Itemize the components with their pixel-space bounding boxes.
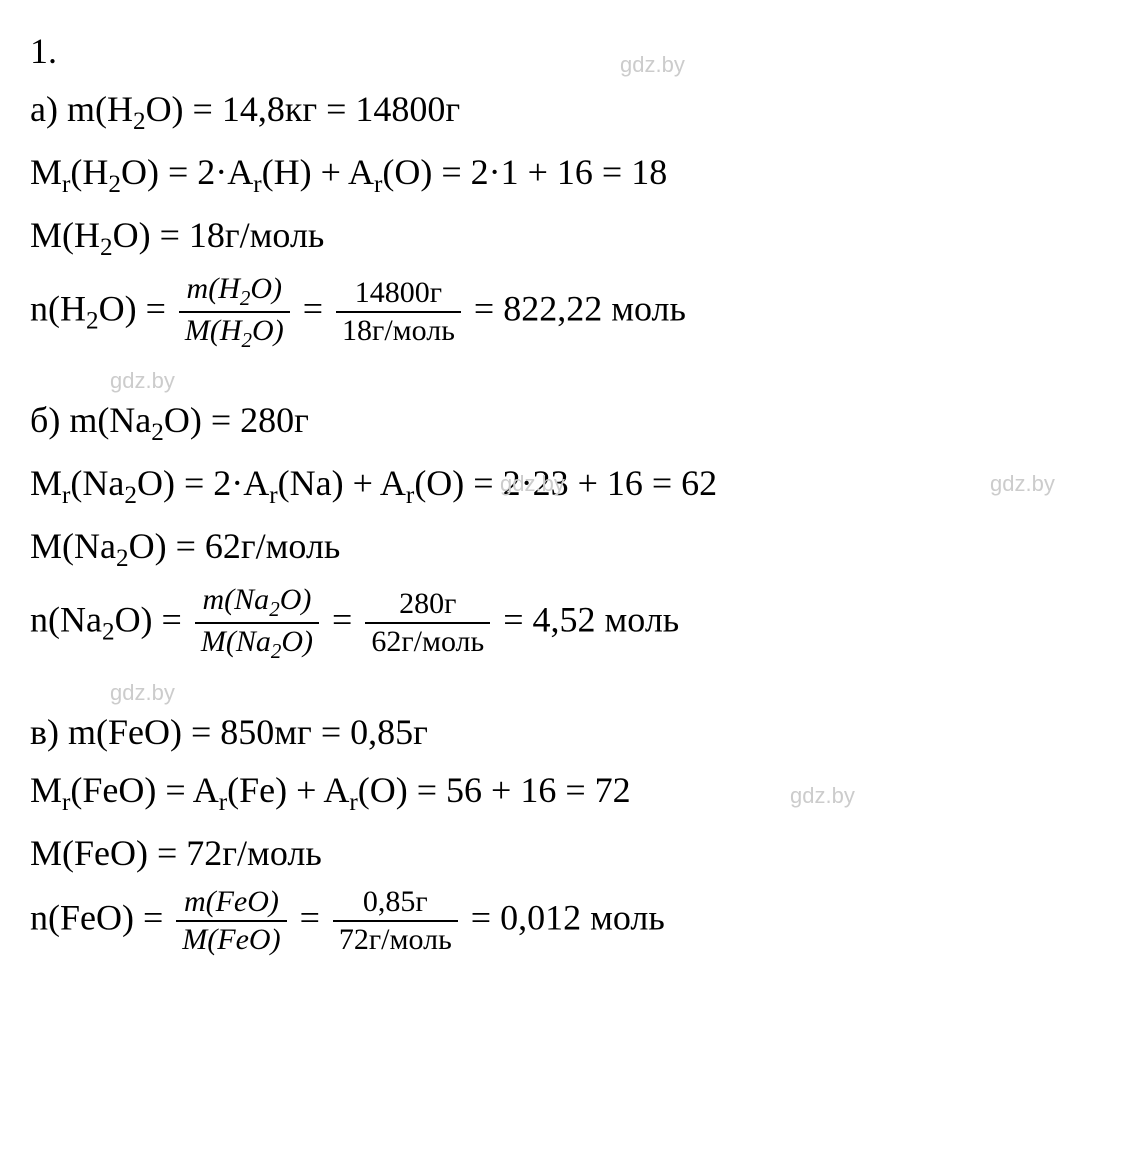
frac-a-2-den: 18г/моль (336, 313, 461, 349)
part-c-mass: в) m(FeO) = 850мг = 0,85г (30, 705, 1116, 759)
frac-a-2-num: 14800г (336, 275, 461, 313)
frac-b-2-den: 62г/моль (365, 624, 490, 660)
part-c-calc: n(FeO) = m(FeO) M(FeO) = 0,85г 72г/моль … (30, 884, 1116, 958)
part-a-molar: M(H2O) = 18г/моль (30, 208, 1116, 267)
frac-b-2-num: 280г (365, 586, 490, 624)
problem-number: 1. (30, 24, 1116, 78)
part-a: а) m(H2O) = 14,8кг = 14800г Mr(H2O) = 2·… (30, 82, 1116, 353)
frac-a-1-den: M(H2O) (179, 313, 290, 353)
frac-c-2: 0,85г 72г/моль (333, 884, 458, 958)
frac-a-1-num: m(H2O) (179, 271, 290, 313)
watermark: gdz.by (110, 680, 175, 706)
part-a-calc: n(H2O) = m(H2O) M(H2O) = 14800г 18г/моль… (30, 271, 1116, 353)
mass-a: m(H2O) = 14,8кг = 14800г (67, 89, 460, 129)
part-b: gdz.by б) m(Na2O) = 280г Mr(Na2O) = 2·Ar… (30, 393, 1116, 664)
frac-c-1-den: M(FeO) (176, 922, 286, 958)
frac-b-1-den: M(Na2O) (195, 624, 319, 664)
result-c: = 0,012 моль (471, 897, 665, 937)
part-c-mr: Mr(FeO) = Ar(Fe) + Ar(O) = 56 + 16 = 72 (30, 763, 1116, 822)
part-b-molar: M(Na2O) = 62г/моль (30, 519, 1116, 578)
result-a: = 822,22 моль (474, 288, 686, 328)
frac-c-2-num: 0,85г (333, 884, 458, 922)
result-b: = 4,52 моль (503, 600, 679, 640)
part-c: gdz.by в) m(FeO) = 850мг = 0,85г Mr(FeO)… (30, 705, 1116, 958)
frac-c-2-den: 72г/моль (333, 922, 458, 958)
frac-a-1: m(H2O) M(H2O) (179, 271, 290, 353)
part-b-mass: б) m(Na2O) = 280г (30, 393, 1116, 452)
mass-c: m(FeO) = 850мг = 0,85г (68, 712, 428, 752)
label-a: а) (30, 89, 58, 129)
frac-b-2: 280г 62г/моль (365, 586, 490, 660)
part-a-mass: а) m(H2O) = 14,8кг = 14800г (30, 82, 1116, 141)
label-c: в) (30, 712, 59, 752)
frac-c-1-num: m(FeO) (176, 884, 286, 922)
part-b-mr: Mr(Na2O) = 2·Ar(Na) + Ar(O) = 2·23 + 16 … (30, 456, 1116, 515)
part-c-molar: M(FeO) = 72г/моль (30, 826, 1116, 880)
part-a-mr: Mr(H2O) = 2·Ar(H) + Ar(O) = 2·1 + 16 = 1… (30, 145, 1116, 204)
mass-b: m(Na2O) = 280г (69, 400, 309, 440)
frac-a-2: 14800г 18г/моль (336, 275, 461, 349)
label-b: б) (30, 400, 60, 440)
frac-b-1: m(Na2O) M(Na2O) (195, 582, 319, 664)
part-b-calc: n(Na2O) = m(Na2O) M(Na2O) = 280г 62г/мол… (30, 582, 1116, 664)
frac-b-1-num: m(Na2O) (195, 582, 319, 624)
watermark: gdz.by (110, 368, 175, 394)
frac-c-1: m(FeO) M(FeO) (176, 884, 286, 958)
